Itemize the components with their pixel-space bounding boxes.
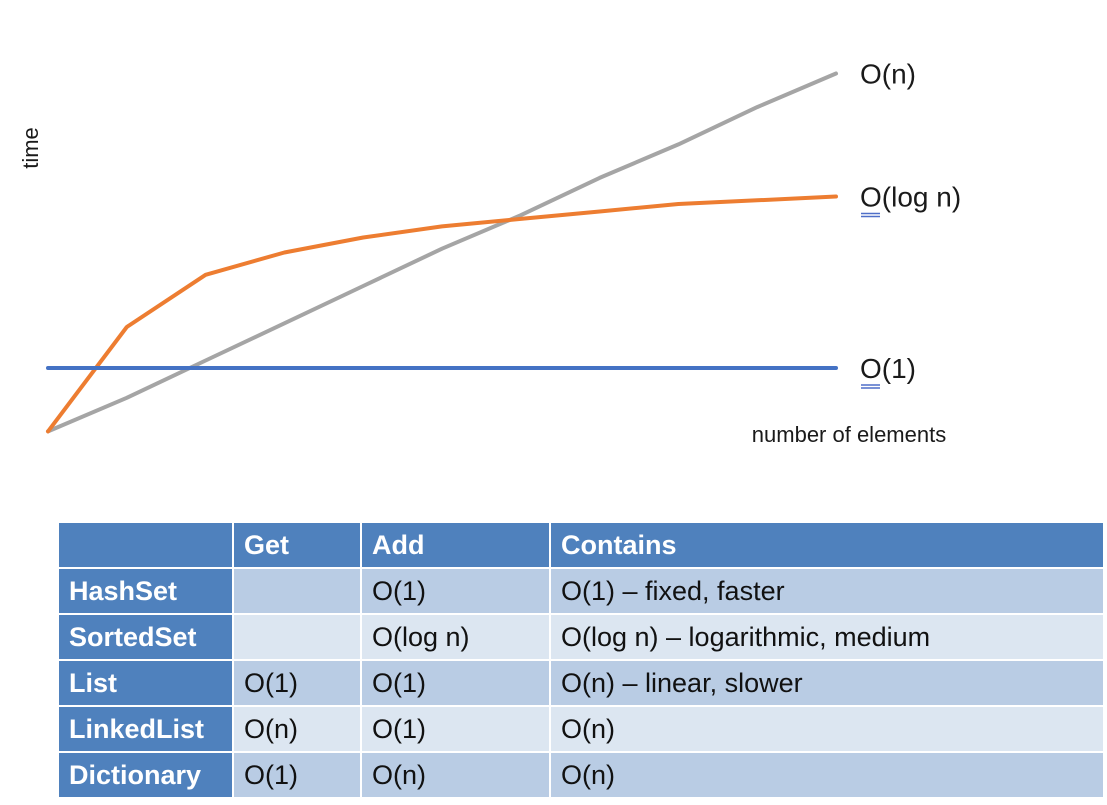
get-cell: O(1): [232, 751, 362, 799]
header-contains: Contains: [549, 521, 1105, 569]
get-cell: [232, 613, 362, 661]
table-row: SortedSet O(log n) O(log n) – logarithmi…: [57, 613, 1105, 661]
row-name-cell: List: [57, 659, 234, 707]
series-label-0: O(n): [860, 59, 916, 90]
get-cell: O(1): [232, 659, 362, 707]
table-header-row: Get Add Contains: [57, 521, 1105, 569]
contains-cell: O(log n) – logarithmic, medium: [549, 613, 1105, 661]
contains-cell: O(n): [549, 705, 1105, 753]
table-row: HashSet O(1) O(1) – fixed, faster: [57, 567, 1105, 615]
table-row: LinkedList O(n) O(1) O(n): [57, 705, 1105, 753]
y-axis-label: time: [18, 127, 43, 169]
series-lines: [46, 71, 838, 434]
contains-cell: O(1) – fixed, faster: [549, 567, 1105, 615]
series-line-1: [46, 194, 838, 434]
spellcheck-underline: [861, 384, 880, 389]
series-line-0: [46, 71, 838, 434]
spellcheck-underline: [861, 212, 880, 218]
row-name-cell: Dictionary: [57, 751, 234, 799]
row-name-cell: HashSet: [57, 567, 234, 615]
add-cell: O(1): [360, 567, 551, 615]
table-row: Dictionary O(1) O(n) O(n): [57, 751, 1105, 799]
row-name-cell: SortedSet: [57, 613, 234, 661]
contains-cell: O(n) – linear, slower: [549, 659, 1105, 707]
series-label-2: O(1): [860, 353, 916, 384]
add-cell: O(1): [360, 705, 551, 753]
add-cell: O(log n): [360, 613, 551, 661]
series-label-1: O(log n): [860, 182, 961, 213]
header-corner-cell: [57, 521, 234, 569]
series-labels: O(n) O(log n) O(1): [860, 59, 961, 389]
complexity-table: Get Add Contains HashSet O(1) O(1) – fix…: [57, 521, 1105, 799]
add-cell: O(1): [360, 659, 551, 707]
complexity-chart: O(n) O(log n) O(1) time number of elements: [18, 59, 961, 447]
get-cell: [232, 567, 362, 615]
header-add: Add: [360, 521, 551, 569]
header-get: Get: [232, 521, 362, 569]
table-row: List O(1) O(1) O(n) – linear, slower: [57, 659, 1105, 707]
x-axis-label: number of elements: [752, 422, 946, 447]
add-cell: O(n): [360, 751, 551, 799]
contains-cell: O(n): [549, 751, 1105, 799]
get-cell: O(n): [232, 705, 362, 753]
row-name-cell: LinkedList: [57, 705, 234, 753]
